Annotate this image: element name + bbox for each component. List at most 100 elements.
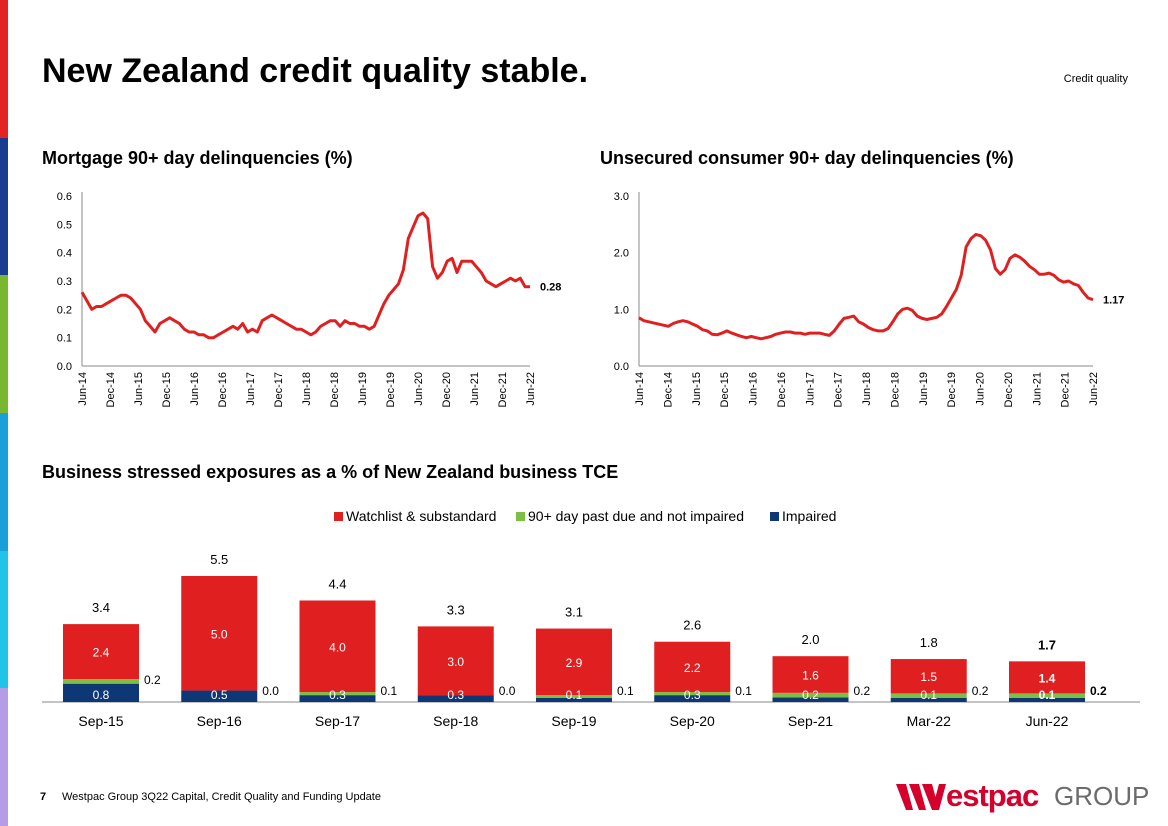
impaired-value-label: 0.2 xyxy=(802,688,819,702)
total-value-label: 2.0 xyxy=(801,632,819,647)
watchlist-value-label: 5.0 xyxy=(211,627,228,641)
bar-segment-watchlist xyxy=(654,641,731,693)
total-value-label: 3.3 xyxy=(447,602,465,617)
x-tick-label: Jun-15 xyxy=(133,372,145,406)
bar-segment-watchlist xyxy=(536,628,612,695)
series-line xyxy=(638,233,1094,341)
bar-segment-past-due xyxy=(299,692,376,696)
x-tick-label: Jun-19 xyxy=(918,372,930,406)
x-tick-label: Jun-14 xyxy=(77,372,89,406)
impaired-value-label: 0.5 xyxy=(211,688,228,702)
stripe-segment xyxy=(0,688,8,826)
past-due-value-label: 0.0 xyxy=(262,684,279,698)
stripe-segment xyxy=(0,413,8,551)
bar-segment-watchlist xyxy=(1009,661,1085,694)
side-color-stripe xyxy=(0,0,8,826)
x-tick-label: Dec-21 xyxy=(497,372,509,407)
x-tick-label: Dec-19 xyxy=(946,372,958,407)
bar-segment-impaired xyxy=(299,695,376,702)
x-tick-label: Jun-22 xyxy=(525,372,537,406)
x-tick-label: Dec-15 xyxy=(161,372,173,407)
category-label: Sep-16 xyxy=(197,713,242,729)
legend-swatch xyxy=(334,512,343,521)
total-value-label: 1.7 xyxy=(1038,637,1056,652)
bar-segment-watchlist xyxy=(417,626,494,696)
bar-segment-past-due xyxy=(772,692,849,698)
x-tick-label: Jun-17 xyxy=(245,372,257,406)
x-tick-label: Jun-17 xyxy=(804,372,816,406)
category-label: Sep-18 xyxy=(433,713,478,729)
past-due-value-label: 0.2 xyxy=(972,684,989,698)
x-tick-label: Dec-17 xyxy=(833,372,845,407)
legend-label: Watchlist & substandard xyxy=(346,508,496,524)
category-label: Sep-21 xyxy=(788,713,833,729)
past-due-value-label: 0.0 xyxy=(499,684,516,698)
last-value-label: 0.28 xyxy=(540,282,561,294)
x-tick-label: Jun-14 xyxy=(634,372,646,406)
x-tick-label: Dec-14 xyxy=(662,372,674,407)
bar-segment-past-due xyxy=(536,695,612,698)
bar-segment-impaired xyxy=(63,683,139,702)
x-tick-label: Dec-20 xyxy=(441,372,453,407)
x-tick-label: Dec-15 xyxy=(719,372,731,407)
impaired-value-label: 0.3 xyxy=(684,688,701,702)
impaired-value-label: 0.8 xyxy=(93,688,110,702)
y-tick-label: 0.0 xyxy=(57,361,72,373)
past-due-value-label: 0.2 xyxy=(854,684,871,698)
stripe-segment xyxy=(0,550,8,689)
past-due-value-label: 0.1 xyxy=(735,684,752,698)
watchlist-value-label: 2.9 xyxy=(566,656,583,670)
x-tick-label: Jun-22 xyxy=(1088,372,1100,406)
y-tick-label: 1.0 xyxy=(614,304,629,316)
x-tick-label: Dec-20 xyxy=(1003,372,1015,407)
past-due-value-label: 0.2 xyxy=(144,673,161,687)
past-due-value-label: 0.1 xyxy=(381,684,398,698)
x-tick-label: Jun-20 xyxy=(975,372,987,406)
category-label: Sep-19 xyxy=(551,713,596,729)
page-title: New Zealand credit quality stable. xyxy=(42,52,589,90)
y-tick-label: 0.1 xyxy=(57,333,72,345)
unsecured-chart-title: Unsecured consumer 90+ day delinquencies… xyxy=(600,148,1014,168)
stripe-segment xyxy=(0,275,8,413)
bar-segment-watchlist xyxy=(181,576,258,691)
category-label: Mar-22 xyxy=(907,713,952,729)
legend-swatch xyxy=(770,512,779,521)
x-tick-label: Dec-14 xyxy=(105,372,117,407)
y-tick-label: 0.0 xyxy=(614,361,629,373)
impaired-value-label: 0.3 xyxy=(329,688,346,702)
legend-label: 90+ day past due and not impaired xyxy=(528,508,744,524)
category-label: Sep-17 xyxy=(315,713,360,729)
past-due-value-label: 0.1 xyxy=(617,684,634,698)
x-tick-label: Jun-18 xyxy=(301,372,313,406)
unsecured-line-chart: 0.0 1.0 2.0 3.0 Jun-14 Dec-14 Jun-15 Dec-15 Jun-… xyxy=(614,191,1125,407)
x-tick-label: Dec-16 xyxy=(776,372,788,407)
logo-wordmark: estpac xyxy=(946,778,1039,813)
x-tick-label: Jun-20 xyxy=(413,372,425,406)
bar-segment-watchlist xyxy=(772,656,849,693)
y-tick-label: 2.0 xyxy=(614,248,629,260)
impaired-value-label: 0.1 xyxy=(566,688,583,702)
business-chart-title: Business stressed exposures as a % of Ne… xyxy=(42,462,619,482)
bar-segment-impaired xyxy=(890,698,967,702)
y-tick-label: 3.0 xyxy=(614,191,629,203)
legend-label: Impaired xyxy=(782,508,836,524)
bar-segment-impaired xyxy=(181,690,258,702)
total-value-label: 2.6 xyxy=(683,618,701,633)
page-number: 7 xyxy=(40,791,47,803)
watchlist-value-label: 4.0 xyxy=(329,640,346,654)
y-tick-label: 0.4 xyxy=(57,248,72,260)
watchlist-value-label: 2.2 xyxy=(684,661,701,675)
category-label: Sep-15 xyxy=(78,713,123,729)
y-tick-label: 0.2 xyxy=(57,304,72,316)
watchlist-value-label: 2.4 xyxy=(93,646,110,660)
x-tick-label: Jun-15 xyxy=(691,372,703,406)
footer-text: Westpac Group 3Q22 Capital, Credit Quali… xyxy=(62,791,381,803)
bar-segment-impaired xyxy=(772,697,849,702)
mortgage-line-chart: 0.0 0.1 0.2 0.3 0.4 0.5 0.6 Jun-14 Dec-14 Jun-15 D… xyxy=(57,191,562,407)
y-tick-label: 0.5 xyxy=(57,219,72,231)
x-tick-label: Jun-18 xyxy=(861,372,873,406)
x-tick-label: Jun-21 xyxy=(1031,372,1043,406)
bar-segment-past-due xyxy=(1009,693,1085,698)
bar-segment-impaired xyxy=(654,695,731,702)
x-tick-label: Jun-21 xyxy=(469,372,481,406)
